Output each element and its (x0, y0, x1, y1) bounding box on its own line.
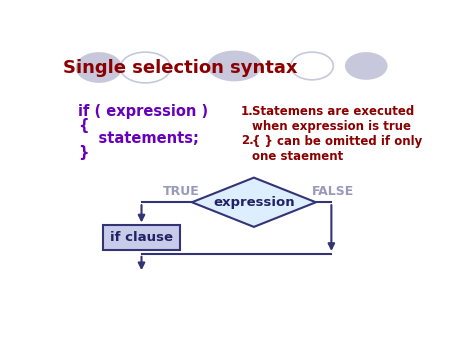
Text: Single selection syntax: Single selection syntax (63, 58, 297, 76)
Text: Statemens are executed
when expression is true: Statemens are executed when expression i… (252, 105, 414, 133)
Ellipse shape (120, 52, 171, 83)
FancyBboxPatch shape (103, 225, 180, 250)
Text: if ( expression ): if ( expression ) (78, 104, 208, 119)
Text: statements;: statements; (78, 131, 199, 146)
Text: FALSE: FALSE (312, 185, 354, 198)
Ellipse shape (207, 51, 261, 81)
Text: { } can be omitted if only
one staement: { } can be omitted if only one staement (252, 135, 422, 163)
Ellipse shape (76, 52, 122, 83)
Polygon shape (192, 178, 316, 227)
Ellipse shape (345, 52, 387, 80)
Text: }: } (78, 145, 89, 160)
Text: {: { (78, 118, 89, 132)
Text: 2.: 2. (241, 135, 253, 147)
Text: TRUE: TRUE (162, 185, 199, 198)
Ellipse shape (291, 52, 333, 80)
Text: 1.: 1. (241, 105, 253, 118)
Text: expression: expression (213, 196, 295, 209)
Text: if clause: if clause (110, 231, 173, 244)
